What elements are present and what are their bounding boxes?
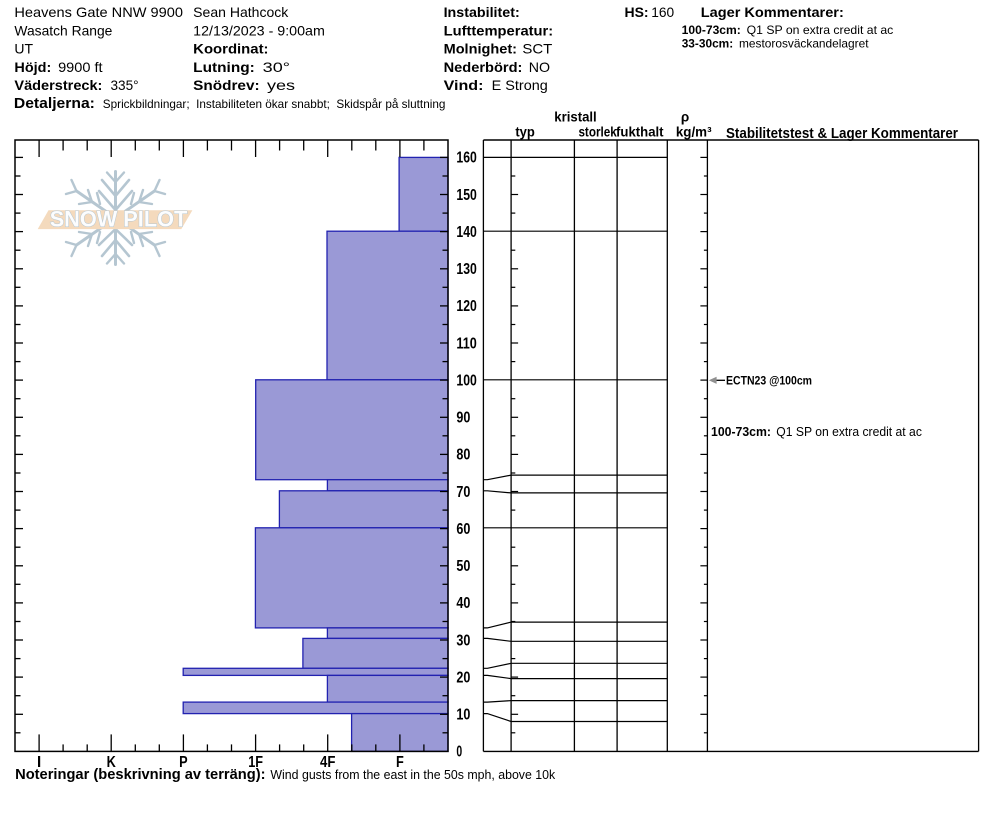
svg-text:1F: 1F (248, 754, 263, 771)
svg-text:90: 90 (456, 410, 470, 427)
svg-text:Väderstreck:: Väderstreck: (14, 77, 102, 93)
svg-text:9900 ft: 9900 ft (58, 59, 103, 75)
svg-text:Q1 SP on extra credit at ac: Q1 SP on extra credit at ac (776, 425, 922, 439)
svg-text:E Strong: E Strong (492, 77, 548, 93)
svg-text:60: 60 (456, 521, 470, 538)
svg-text:140: 140 (456, 224, 476, 241)
svg-text:80: 80 (456, 447, 470, 464)
svg-text:Stabilitetstest & Lager Kommen: Stabilitetstest & Lager Kommentarer (726, 126, 958, 142)
svg-text:100-73cm:: 100-73cm: (682, 23, 741, 37)
svg-text:kristall: kristall (554, 109, 596, 124)
svg-text:Wind gusts from the east in th: Wind gusts from the east in the 50s mph,… (270, 768, 556, 782)
svg-text:Nederbörd:: Nederbörd: (444, 59, 523, 75)
svg-text:Detaljerna:: Detaljerna: (14, 96, 95, 112)
svg-text:10: 10 (456, 707, 470, 724)
svg-text:SNOW PILOT: SNOW PILOT (50, 206, 188, 231)
svg-text:Noteringar (beskrivning av ter: Noteringar (beskrivning av terräng): (15, 766, 265, 783)
svg-text:160: 160 (651, 4, 674, 20)
svg-text:100-73cm:: 100-73cm: (711, 425, 771, 439)
svg-text:HS:: HS: (625, 4, 649, 20)
svg-text:K: K (107, 754, 117, 771)
svg-text:110: 110 (456, 335, 476, 352)
svg-text:P: P (179, 754, 188, 771)
svg-text:Sean Hathcock: Sean Hathcock (193, 4, 289, 20)
svg-text:Lager Kommentarer:: Lager Kommentarer: (701, 4, 844, 20)
svg-text:NO: NO (529, 59, 550, 75)
svg-text:30°: 30° (263, 59, 290, 75)
svg-text:130: 130 (456, 261, 476, 278)
svg-text:UT: UT (14, 41, 33, 57)
svg-text:SCT: SCT (522, 41, 552, 57)
svg-text:typ: typ (515, 125, 535, 140)
svg-text:70: 70 (456, 484, 470, 501)
svg-text:50: 50 (456, 558, 470, 575)
svg-text:Lufttemperatur:: Lufttemperatur: (444, 22, 554, 38)
svg-text:yes: yes (267, 77, 295, 93)
svg-text:ECTN23 @100cm: ECTN23 @100cm (726, 373, 812, 387)
svg-text:Molnighet:: Molnighet: (444, 41, 517, 57)
svg-text:40: 40 (456, 595, 470, 612)
svg-text:storlek: storlek (578, 125, 617, 140)
svg-text:ρ: ρ (681, 109, 689, 124)
svg-text:Lutning:: Lutning: (193, 59, 255, 75)
svg-text:335°: 335° (111, 77, 139, 93)
svg-text:Instabilitet:: Instabilitet: (444, 4, 520, 20)
svg-text:150: 150 (456, 187, 476, 204)
svg-text:kg/m³: kg/m³ (676, 125, 712, 140)
svg-text:Höjd:: Höjd: (14, 59, 51, 75)
svg-text:fukthalt: fukthalt (616, 125, 664, 140)
svg-text:30: 30 (456, 632, 470, 649)
svg-text:Sprickbildningar; Instabilite: Sprickbildningar; Instabiliteten ökar sn… (103, 97, 446, 111)
svg-text:12/13/2023 - 9:00am: 12/13/2023 - 9:00am (193, 22, 325, 38)
svg-text:Snödrev:: Snödrev: (193, 77, 259, 93)
svg-text:Vind:: Vind: (444, 77, 484, 93)
svg-text:20: 20 (456, 669, 470, 686)
svg-text:F: F (396, 754, 404, 771)
svg-text:I: I (37, 754, 41, 771)
svg-text:4F: 4F (320, 754, 335, 771)
svg-text:Koordinat:: Koordinat: (193, 41, 268, 57)
svg-text:0: 0 (456, 744, 462, 761)
svg-text:100: 100 (456, 372, 476, 389)
svg-text:Heavens Gate NNW 9900: Heavens Gate NNW 9900 (14, 4, 183, 20)
svg-text:33-30cm:: 33-30cm: (682, 37, 734, 51)
svg-text:160: 160 (456, 150, 476, 167)
svg-text:120: 120 (456, 298, 476, 315)
svg-text:Q1 SP on extra credit at ac: Q1 SP on extra credit at ac (747, 23, 894, 37)
svg-text:Wasatch Range: Wasatch Range (14, 22, 112, 38)
svg-text:mestorosväckandelagret: mestorosväckandelagret (739, 37, 869, 51)
